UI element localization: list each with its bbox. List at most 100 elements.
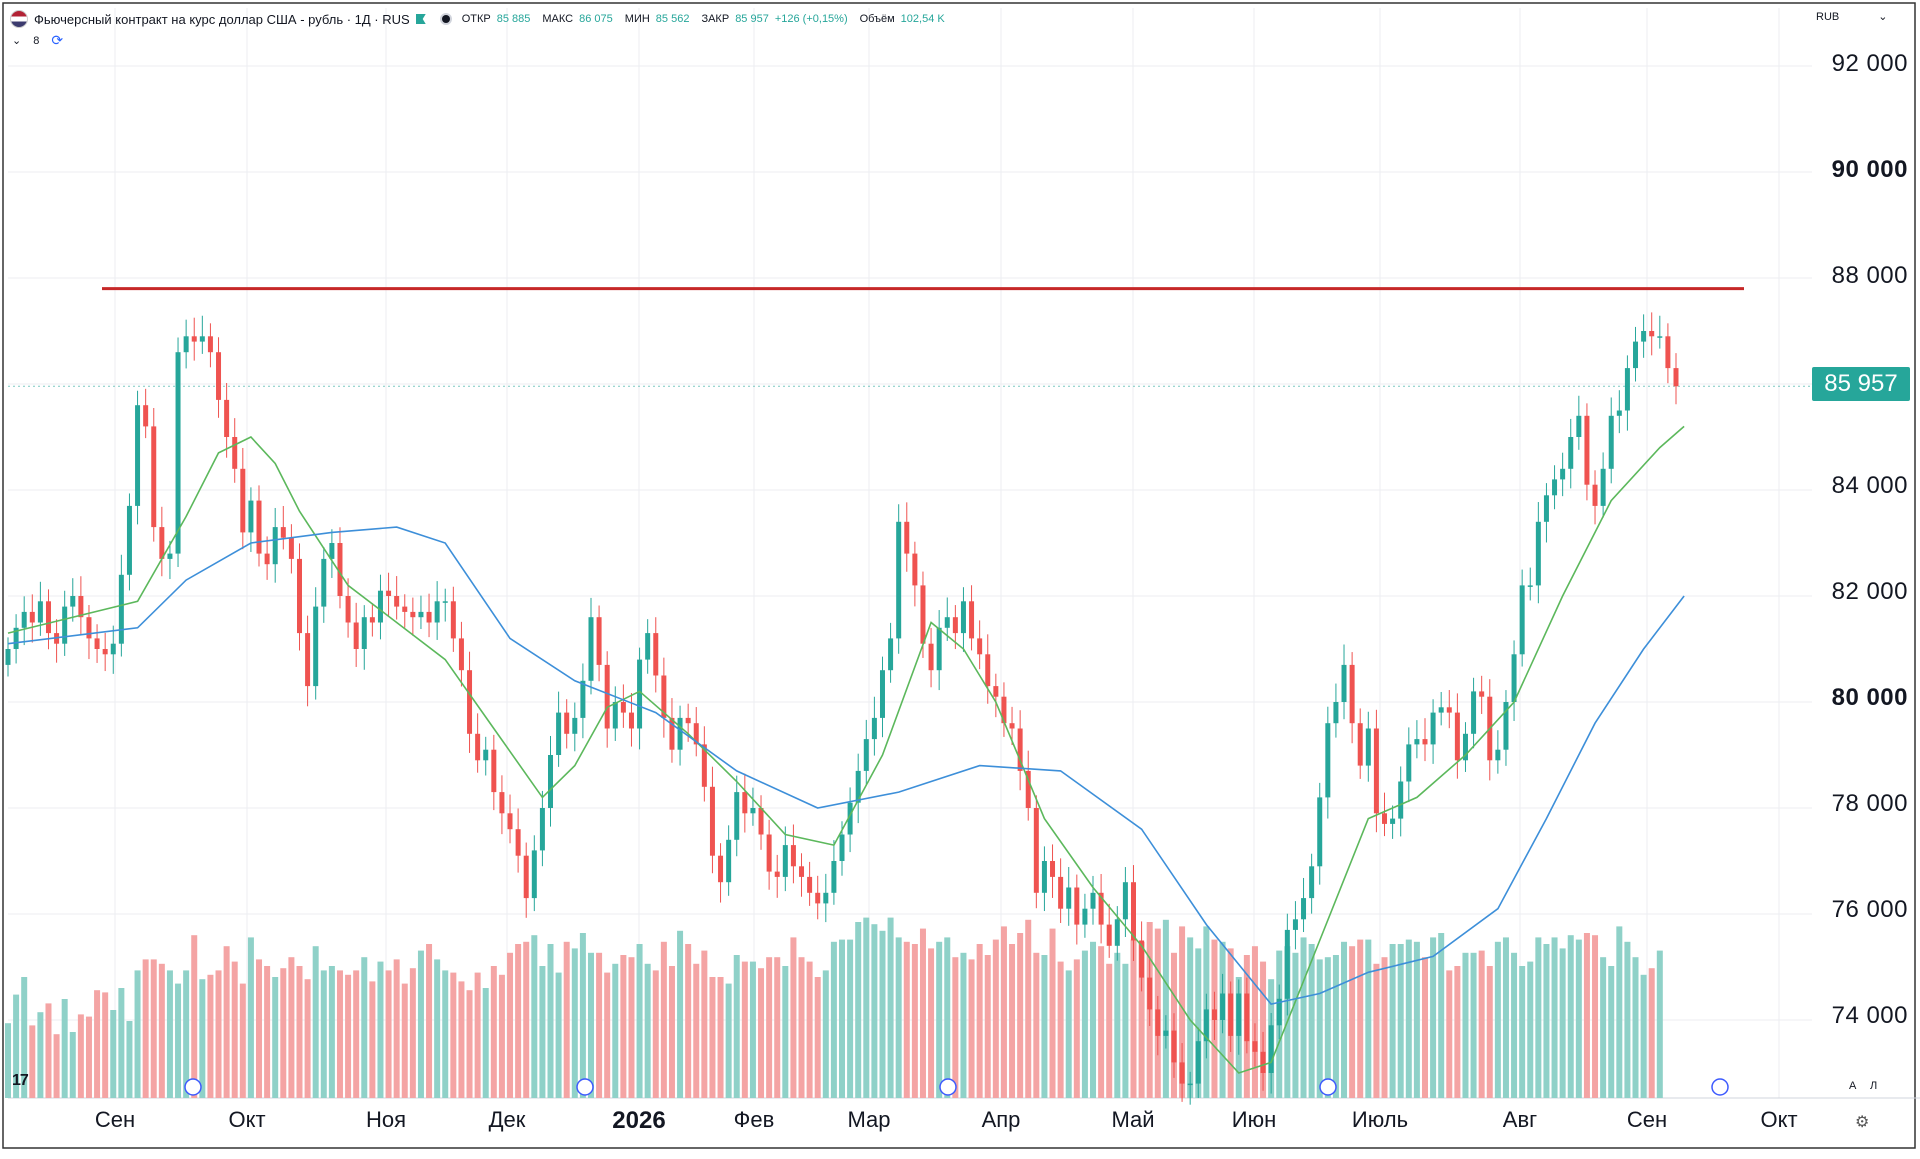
indicator-collapse[interactable]: ⌄ 8 ⟳ <box>12 32 63 49</box>
volume-bar <box>264 966 271 1098</box>
candle-body <box>296 558 302 634</box>
candle-body <box>232 437 238 469</box>
volume-bar <box>1009 944 1016 1098</box>
volume-bar <box>280 968 287 1098</box>
time-axis-label: Окт <box>228 1107 266 1132</box>
candle-body <box>86 617 92 639</box>
candle-body <box>1552 479 1558 496</box>
volume-bar <box>733 955 740 1098</box>
volume-bar <box>806 961 813 1098</box>
candle-body <box>612 702 618 729</box>
candle-body <box>523 855 529 899</box>
candle-body <box>1325 723 1331 798</box>
volume-bar <box>660 941 667 1098</box>
volume-bar <box>183 970 190 1098</box>
candle-body <box>272 527 278 565</box>
sync-icon[interactable]: ⟳ <box>51 32 64 48</box>
candle-body <box>1479 691 1485 697</box>
volume-bar <box>919 928 926 1098</box>
volume-bar <box>895 937 902 1098</box>
candle-body <box>507 813 513 830</box>
volume-bar <box>1519 966 1526 1098</box>
candle-body <box>386 590 392 596</box>
volume-bar <box>1583 933 1590 1098</box>
chevron-down-icon[interactable]: ⌄ <box>12 35 22 47</box>
symbol-title[interactable]: Фьючерсный контракт на курс доллар США -… <box>34 11 410 27</box>
candle-body <box>1592 484 1598 506</box>
volume-bar <box>579 933 586 1098</box>
chart-legend: Фьючерсный контракт на курс доллар США -… <box>10 10 945 28</box>
candle-body <box>677 717 683 750</box>
candle-body <box>1657 336 1663 338</box>
candle-body <box>782 845 788 877</box>
candle-body <box>1195 1041 1201 1084</box>
ohlc-close-key: ЗАКР <box>701 13 730 25</box>
volume-bar <box>1381 957 1388 1098</box>
volume-bar <box>1179 926 1186 1098</box>
volume-bar <box>1421 957 1428 1098</box>
candle-body <box>394 596 400 607</box>
candle-body <box>766 834 772 872</box>
volume-bar <box>1041 955 1048 1098</box>
candle-body <box>1098 892 1104 925</box>
volume-bar <box>37 1012 44 1098</box>
volume-bar <box>1025 919 1032 1098</box>
candle-body <box>1171 1030 1177 1063</box>
volume-bar <box>1608 966 1615 1098</box>
candle-body <box>742 792 748 814</box>
candle-body <box>1560 468 1566 480</box>
candle-body <box>588 617 594 681</box>
candle-body <box>264 553 270 565</box>
candle-body <box>288 537 294 559</box>
volume-bar <box>110 1010 117 1098</box>
volume-bar <box>992 939 999 1098</box>
volume-bar <box>1656 950 1663 1098</box>
candle-body <box>839 834 845 861</box>
log-scale-button[interactable]: Л <box>1870 1080 1878 1092</box>
candle-body <box>799 866 805 877</box>
candle-body <box>693 723 699 745</box>
ohlc-change-value: +126 (+0,15%) <box>774 13 848 25</box>
candle-body <box>952 617 958 634</box>
volume-bar <box>668 966 675 1098</box>
volume-bar <box>1324 957 1331 1098</box>
time-axis-label: Окт <box>1760 1107 1798 1132</box>
volume-bar <box>1640 974 1647 1098</box>
candle-body <box>1284 929 1290 999</box>
volume-bar <box>53 1034 60 1098</box>
candle-body <box>661 675 667 718</box>
market-flag-icon <box>415 14 426 24</box>
candle-body <box>1139 940 1145 978</box>
volume-bar <box>1106 963 1113 1098</box>
volume-bar <box>385 970 392 1098</box>
candle-body <box>1454 712 1460 761</box>
candle-body <box>29 611 35 623</box>
tradingview-logo-icon[interactable]: 17 <box>12 1072 29 1089</box>
auto-scale-button[interactable]: A <box>1849 1080 1857 1092</box>
candle-body <box>1406 744 1412 782</box>
candle-body <box>248 500 254 533</box>
volume-bar <box>1373 963 1380 1098</box>
volume-bar <box>903 941 910 1098</box>
candle-body <box>1058 876 1064 909</box>
candle-body <box>240 468 246 533</box>
candle-body <box>1471 691 1477 734</box>
candle-body <box>993 686 999 697</box>
candle-body <box>1228 993 1234 1036</box>
currency-selector[interactable]: RUB ⌄ <box>1816 10 1888 23</box>
volume-bar <box>839 939 845 1098</box>
volume-bar <box>5 1023 11 1098</box>
volume-bar <box>482 988 489 1098</box>
volume-bar <box>976 944 983 1098</box>
volume-bar <box>628 957 635 1098</box>
candle-body <box>774 871 780 877</box>
candle-body <box>628 712 634 729</box>
settings-icon[interactable]: ⚙ <box>1855 1114 1870 1131</box>
volume-bar <box>596 952 603 1098</box>
candle-body <box>1147 977 1153 1010</box>
volume-bar <box>652 970 659 1098</box>
volume-bar <box>1567 935 1574 1098</box>
volume-bar <box>1090 941 1097 1098</box>
